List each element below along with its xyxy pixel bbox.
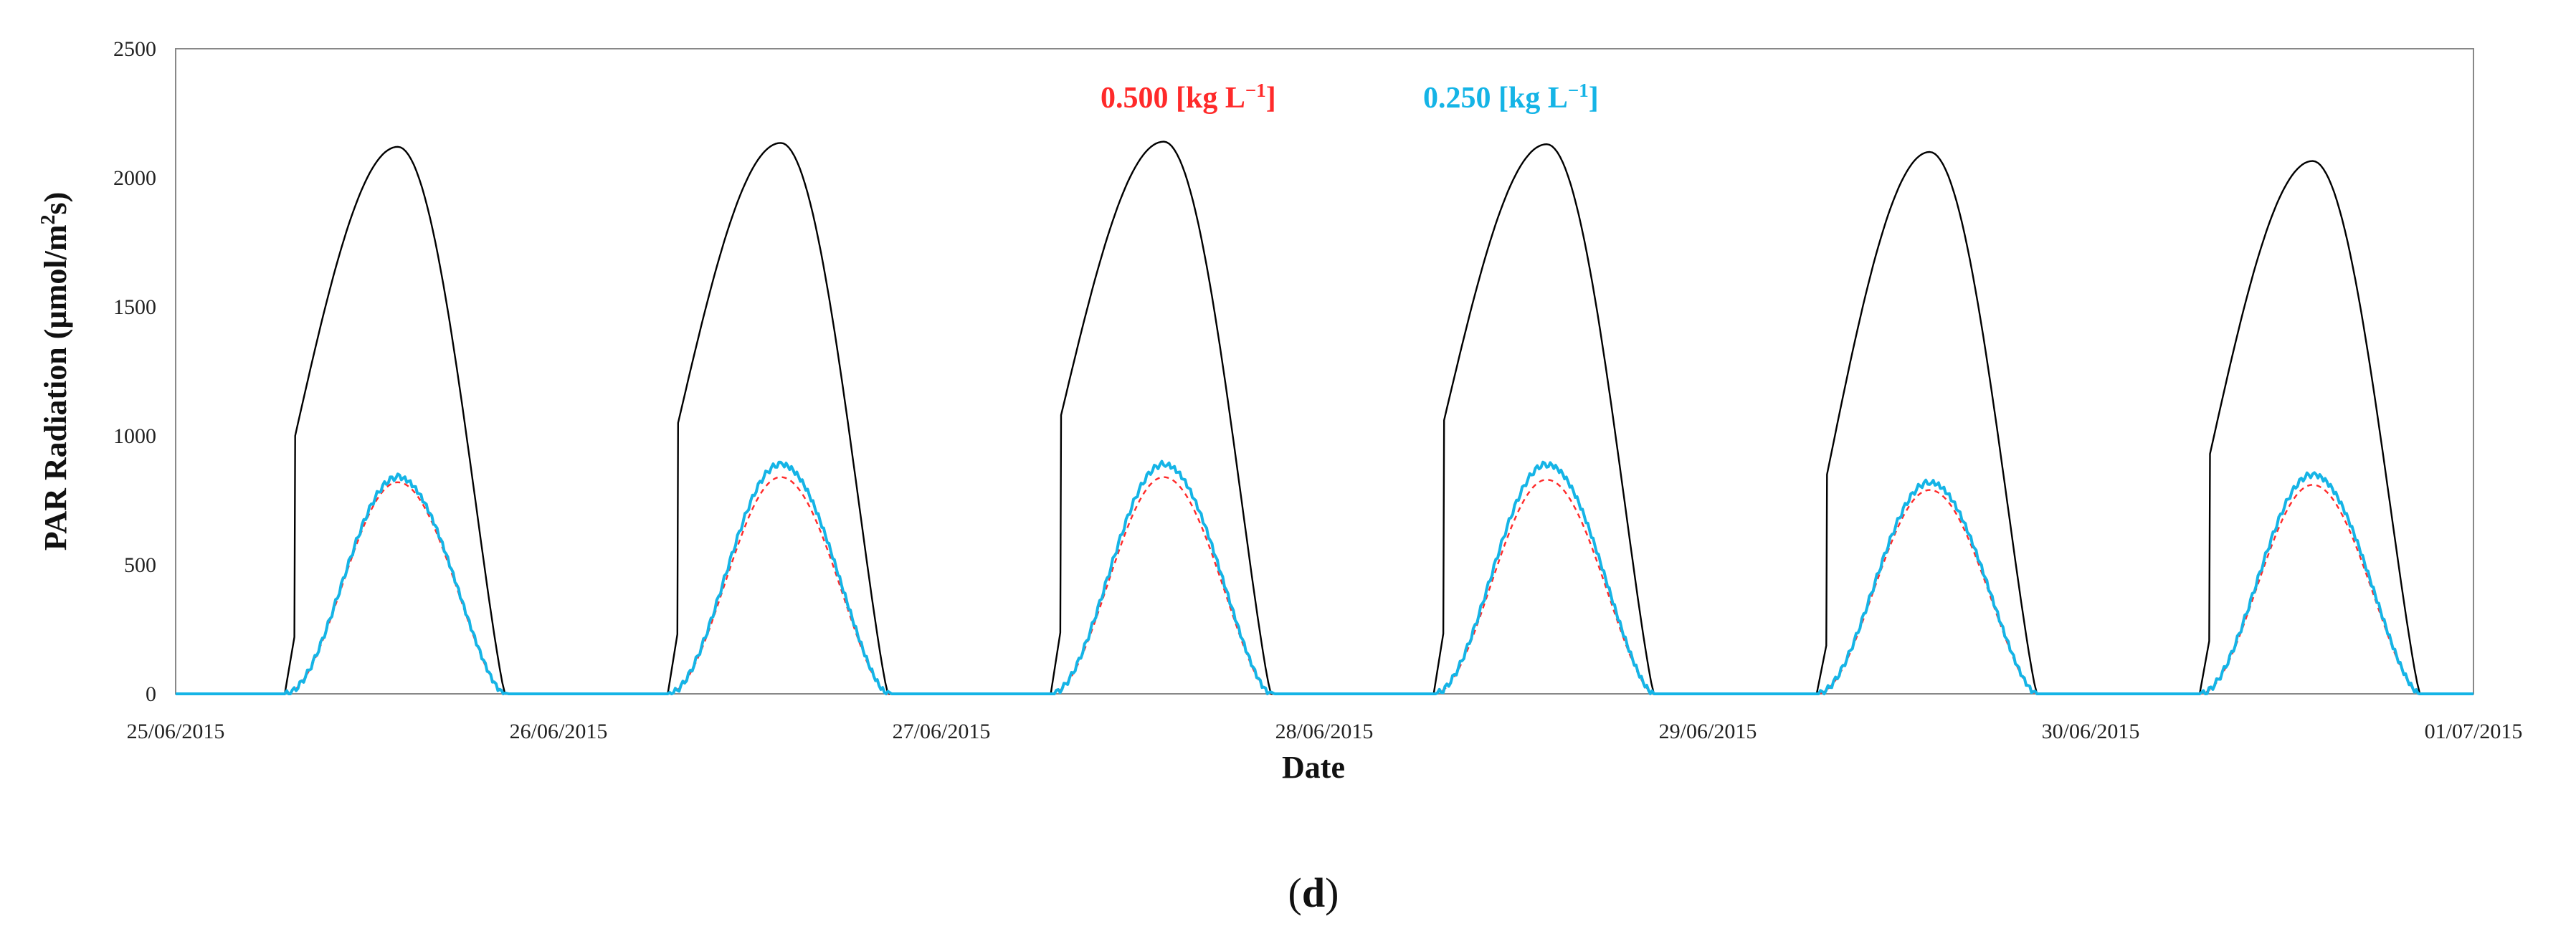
y-axis: 0 500 1000 1500 2000 2500 — [113, 37, 156, 706]
x-tick-label: 28/06/2015 — [1275, 720, 1374, 743]
plot-area — [175, 48, 2474, 695]
series-0500-line — [176, 476, 2473, 695]
legend-entry-0500: 0.500 [kg L−1] — [1101, 80, 1276, 115]
x-axis: 25/06/2015 26/06/2015 27/06/2015 28/06/2… — [127, 720, 2523, 743]
y-tick-label: 2000 — [113, 166, 156, 190]
x-tick-label: 25/06/2015 — [127, 720, 225, 743]
x-axis-title: Date — [1282, 750, 1345, 785]
reference-curve — [176, 140, 2473, 695]
series-0250-curve — [176, 459, 2473, 695]
y-tick-label: 500 — [124, 553, 156, 577]
x-tick-label: 29/06/2015 — [1659, 720, 1757, 743]
y-axis-title: PAR Radiation (µmol/m2s) — [37, 192, 73, 551]
y-tick-label: 1000 — [113, 424, 156, 448]
legend-entry-0250: 0.250 [kg L−1] — [1423, 80, 1599, 115]
y-tick-label: 0 — [146, 682, 156, 706]
series-0250-line — [176, 459, 2473, 695]
panel-label: (d) — [1288, 869, 1339, 916]
x-tick-label: 01/07/2015 — [2425, 720, 2523, 743]
series-reference-line — [176, 140, 2473, 695]
x-tick-label: 30/06/2015 — [2042, 720, 2140, 743]
legend: 0.500 [kg L−1] 0.250 [kg L−1] — [1101, 80, 1599, 115]
x-tick-label: 26/06/2015 — [510, 720, 608, 743]
y-tick-label: 2500 — [113, 37, 156, 61]
series-0500-curve — [176, 476, 2473, 695]
y-tick-label: 1500 — [113, 295, 156, 319]
x-tick-label: 27/06/2015 — [893, 720, 991, 743]
